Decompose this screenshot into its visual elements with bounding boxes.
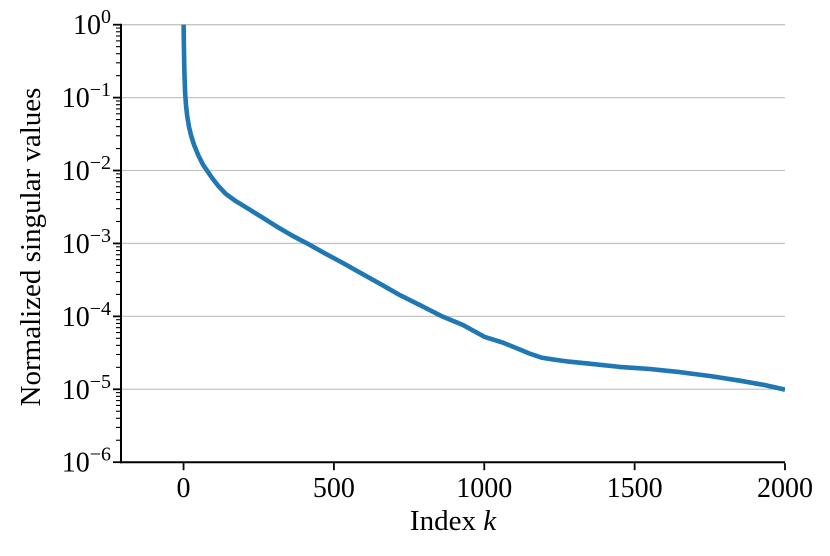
x-tick-label: 2000 [757, 473, 813, 504]
series-line-normalized-singular-values [181, 24, 785, 392]
y-tick-label: 10−2 [62, 152, 111, 187]
tick-label-layer: 0 500 1000 1500 2000 100 10−1 10−2 10−3 10−4 10−5 1… [62, 6, 813, 504]
y-tick-label: 10−5 [62, 371, 111, 406]
y-tick-label: 10−3 [62, 225, 111, 260]
series-layer [181, 24, 785, 392]
axis-layer [113, 23, 786, 471]
x-tick-label: 1000 [456, 473, 512, 504]
y-tick-label: 10−4 [62, 298, 111, 333]
x-tick-label: 0 [177, 473, 191, 504]
y-tick-label: 10−6 [62, 444, 111, 479]
x-axis-label: Index k [410, 505, 497, 537]
y-axis-label: Normalized singular values [15, 88, 47, 407]
y-tick-label: 100 [73, 6, 111, 41]
x-tick-label: 500 [313, 473, 355, 504]
x-tick-label: 1500 [607, 473, 663, 504]
grid-layer [121, 24, 785, 390]
y-tick-label: 10−1 [62, 79, 111, 114]
